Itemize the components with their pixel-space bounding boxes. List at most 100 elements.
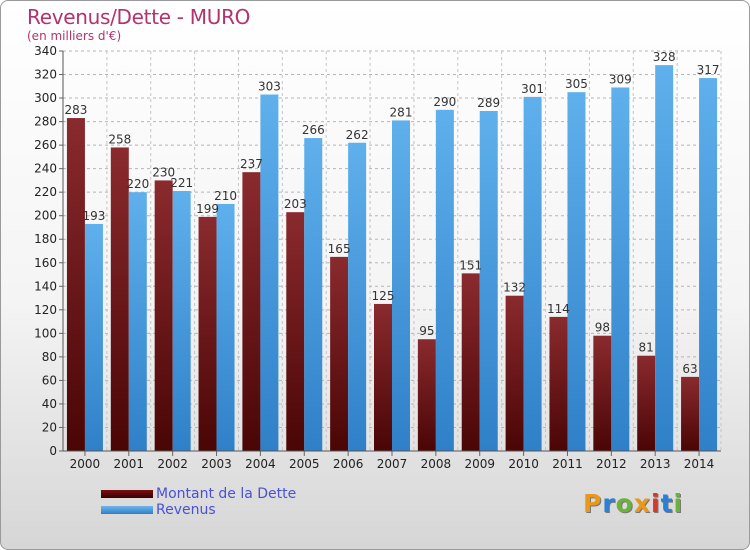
bar-debt-2012 xyxy=(593,335,612,451)
y-tick-label: 80 xyxy=(42,350,57,364)
y-tick-label: 280 xyxy=(34,115,57,129)
value-label-debt-2003: 199 xyxy=(196,202,219,216)
value-label-debt-2014: 63 xyxy=(682,362,697,376)
y-tick-label: 240 xyxy=(34,162,57,176)
legend-swatch-revenue xyxy=(101,506,153,514)
x-tick-label-2000: 2000 xyxy=(70,457,101,471)
value-label-debt-2004: 237 xyxy=(240,157,263,171)
bar-revenue-2007 xyxy=(392,120,410,451)
x-tick-label-2001: 2001 xyxy=(114,457,145,471)
bar-revenue-2009 xyxy=(479,111,498,451)
y-tick-label: 300 xyxy=(34,91,57,105)
bar-debt-2006 xyxy=(330,256,349,451)
bar-revenue-2012 xyxy=(611,87,630,452)
x-tick-label-2004: 2004 xyxy=(245,457,276,471)
x-tick-label-2008: 2008 xyxy=(421,457,452,471)
value-label-debt-2006: 165 xyxy=(328,242,351,256)
value-label-debt-2011: 114 xyxy=(547,302,570,316)
y-tick-label: 60 xyxy=(42,373,57,387)
legend-label-debt: Montant de la Dette xyxy=(156,486,297,502)
value-label-revenue-2007: 281 xyxy=(390,105,413,119)
value-label-revenue-2010: 301 xyxy=(521,82,544,96)
bar-revenue-2014 xyxy=(699,78,718,451)
bar-debt-2005 xyxy=(286,212,305,451)
logo-letter: P xyxy=(583,489,603,518)
value-label-debt-2012: 98 xyxy=(595,321,610,335)
value-label-revenue-2009: 289 xyxy=(477,96,500,110)
y-tick-label: 20 xyxy=(42,420,57,434)
bars xyxy=(66,65,718,452)
bar-revenue-2000 xyxy=(84,223,103,451)
value-label-revenue-2002: 221 xyxy=(170,176,193,190)
bar-revenue-2005 xyxy=(304,138,323,451)
y-tick-label: 120 xyxy=(34,303,57,317)
value-label-debt-2007: 125 xyxy=(372,289,395,303)
x-tick-label-2010: 2010 xyxy=(508,457,539,471)
bar-revenue-2003 xyxy=(216,203,235,451)
y-tick-label: 160 xyxy=(34,256,57,270)
bar-debt-2013 xyxy=(637,355,656,451)
y-tick-label: 220 xyxy=(34,185,57,199)
value-label-revenue-2004: 303 xyxy=(258,80,281,94)
value-label-revenue-2011: 305 xyxy=(565,77,588,91)
bar-debt-2014 xyxy=(681,376,700,451)
logo-letter: i xyxy=(673,489,684,518)
chart-title: Revenus/Dette - MURO xyxy=(27,5,251,29)
logo-letter: x xyxy=(633,489,651,518)
y-tick-label: 40 xyxy=(42,397,57,411)
y-tick-label: 180 xyxy=(34,232,57,246)
y-tick-label: 320 xyxy=(34,68,57,82)
logo-letter: t xyxy=(660,489,674,518)
bar-debt-2010 xyxy=(505,295,524,451)
value-label-debt-2008: 95 xyxy=(419,324,434,338)
bar-revenue-2008 xyxy=(435,109,454,451)
y-tick-label: 200 xyxy=(34,209,57,223)
proxiti-logo: Proxiti xyxy=(583,489,683,518)
x-tick-label-2002: 2002 xyxy=(157,457,188,471)
bar-debt-2004 xyxy=(242,172,261,452)
y-tick-label: 140 xyxy=(34,279,57,293)
value-label-revenue-2000: 193 xyxy=(82,209,105,223)
x-tick-label-2005: 2005 xyxy=(289,457,320,471)
bar-revenue-2013 xyxy=(655,65,674,451)
y-tick-label: 0 xyxy=(49,444,57,458)
value-label-revenue-2013: 328 xyxy=(653,50,676,64)
value-label-revenue-2012: 309 xyxy=(609,72,632,86)
value-label-revenue-2008: 290 xyxy=(433,95,456,109)
value-label-debt-2000: 283 xyxy=(64,103,87,117)
value-label-revenue-2005: 266 xyxy=(302,123,325,137)
x-tick-label-2013: 2013 xyxy=(640,457,671,471)
bar-debt-2003 xyxy=(198,216,217,451)
y-tick-label: 100 xyxy=(34,326,57,340)
value-label-revenue-2014: 317 xyxy=(697,63,720,77)
bar-debt-2008 xyxy=(417,339,436,451)
bar-revenue-2011 xyxy=(567,92,586,452)
x-tick-label-2011: 2011 xyxy=(552,457,583,471)
x-tick-label-2007: 2007 xyxy=(377,457,408,471)
bar-debt-2002 xyxy=(154,180,173,452)
x-tick-label-2006: 2006 xyxy=(333,457,364,471)
legend-swatch-debt xyxy=(101,490,153,498)
bar-debt-2000 xyxy=(66,118,85,451)
bar-revenue-2004 xyxy=(260,94,279,451)
value-label-revenue-2006: 262 xyxy=(346,128,369,142)
bar-revenue-2010 xyxy=(523,96,542,451)
value-label-debt-2010: 132 xyxy=(503,281,526,295)
value-label-debt-2001: 258 xyxy=(108,132,131,146)
x-tick-label-2014: 2014 xyxy=(684,457,715,471)
value-label-debt-2005: 203 xyxy=(284,197,307,211)
value-label-debt-2002: 230 xyxy=(152,165,175,179)
x-tick-label-2009: 2009 xyxy=(464,457,495,471)
value-label-debt-2013: 81 xyxy=(639,341,654,355)
logo-letter: o xyxy=(615,489,634,518)
x-tick-label-2012: 2012 xyxy=(596,457,627,471)
legend-label-revenue: Revenus xyxy=(156,502,216,518)
value-label-revenue-2001: 220 xyxy=(126,177,149,191)
bar-revenue-2002 xyxy=(172,191,191,451)
chart-subtitle: (en milliers d'€) xyxy=(27,29,122,43)
logo-letter: r xyxy=(602,489,616,518)
value-label-revenue-2003: 210 xyxy=(214,189,237,203)
value-label-debt-2009: 151 xyxy=(459,258,482,272)
